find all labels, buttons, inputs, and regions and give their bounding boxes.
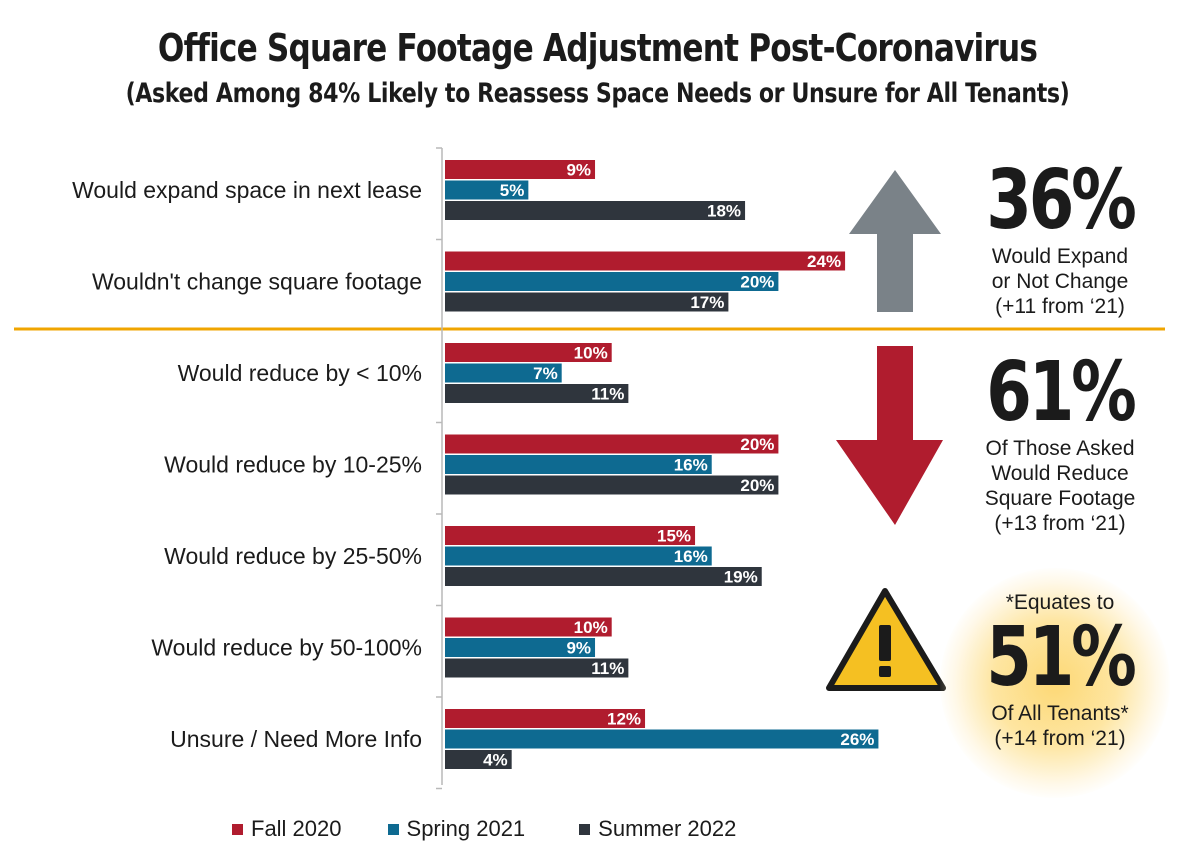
legend-item-fall-2020: Fall 2020 [232,816,342,842]
data-label: 20% [740,476,774,495]
legend-label: Spring 2021 [406,816,526,841]
chart-subtitle: (Asked Among 84% Likely to Reassess Spac… [125,78,1070,109]
bar-spring-2021 [445,455,712,474]
data-label: 20% [740,435,774,454]
data-label: 18% [707,202,741,221]
category-label: Wouldn't change square footage [92,269,422,295]
category-label: Unsure / Need More Info [170,726,422,752]
data-label: 15% [657,527,691,546]
legend-label: Summer 2022 [598,816,737,841]
expand-stat-value: 36% [986,153,1137,248]
data-label: 10% [574,344,608,363]
warning-icon [826,588,946,691]
category-label: Would expand space in next lease [72,177,422,203]
chart-legend: Fall 2020 Spring 2021 Summer 2022 [232,814,782,844]
data-label: 5% [500,181,525,200]
data-label: 17% [690,293,724,312]
bar-spring-2021 [445,546,712,566]
expand-stat-text: Would Expand or Not Change (+11 from ‘21… [991,245,1129,318]
chart-title: Office Square Footage Adjustment Post-Co… [157,26,1038,70]
legend-swatch [387,823,399,835]
data-label: 11% [591,385,624,404]
legend-label: Fall 2020 [251,816,342,841]
data-label: 24% [807,252,841,271]
data-label: 11% [591,659,624,678]
expand-stat: 36% Would Expand or Not Change (+11 from… [940,158,1180,319]
bar-fall-2020 [445,526,696,545]
category-label: Would reduce by 10-25% [164,452,422,478]
reduce-stat-value: 61% [986,345,1137,440]
bar-summer-2022 [445,658,629,678]
reduce-stat-text: Of Those Asked Would Reduce Square Foota… [984,437,1136,535]
bar-spring-2021 [445,363,562,383]
data-label: 26% [840,730,874,749]
bar-summer-2022 [445,475,779,495]
bar-summer-2022 [445,292,729,312]
down-arrow-icon [836,346,943,525]
category-label: Would reduce by 50-100% [151,635,422,661]
bar-summer-2022 [445,201,746,220]
bar-spring-2021 [445,180,529,200]
data-label: 9% [566,161,591,180]
data-label: 12% [607,710,641,729]
legend-swatch [579,823,591,835]
bar-fall-2020 [445,251,846,271]
tenants-stat-text: Of All Tenants* (+14 from ‘21) [991,702,1129,750]
bar-spring-2021 [445,729,879,749]
bar-summer-2022 [445,750,512,769]
data-label: 10% [574,618,608,637]
tenants-stat-value: 51% [986,610,1137,705]
category-label: Would reduce by < 10% [178,360,422,386]
data-label: 19% [724,568,758,587]
data-label: 20% [740,273,774,292]
legend-item-spring-2021: Spring 2021 [387,816,526,842]
bar-fall-2020 [445,434,779,454]
bar-fall-2020 [445,160,596,179]
data-label: 7% [533,364,558,383]
reduce-stat: 61% Of Those Asked Would Reduce Square F… [940,350,1180,536]
tenants-stat: *Equates to 51% Of All Tenants* (+14 fro… [940,590,1180,751]
bar-summer-2022 [445,384,629,403]
bar-summer-2022 [445,567,762,586]
up-arrow-icon [849,170,941,312]
highlight-glow [940,568,1170,798]
data-label: 16% [674,547,708,566]
bar-fall-2020 [445,617,612,637]
data-label: 16% [674,456,708,475]
bar-spring-2021 [445,638,596,657]
bar-fall-2020 [445,343,612,362]
legend-item-summer-2022: Summer 2022 [579,816,736,842]
category-label: Would reduce by 25-50% [164,543,422,569]
data-label: 4% [483,751,508,770]
tenants-stat-prefix: *Equates to [1005,591,1115,614]
legend-swatch [232,823,243,835]
data-label: 9% [566,639,591,658]
bar-fall-2020 [445,709,646,728]
bar-spring-2021 [445,272,779,291]
